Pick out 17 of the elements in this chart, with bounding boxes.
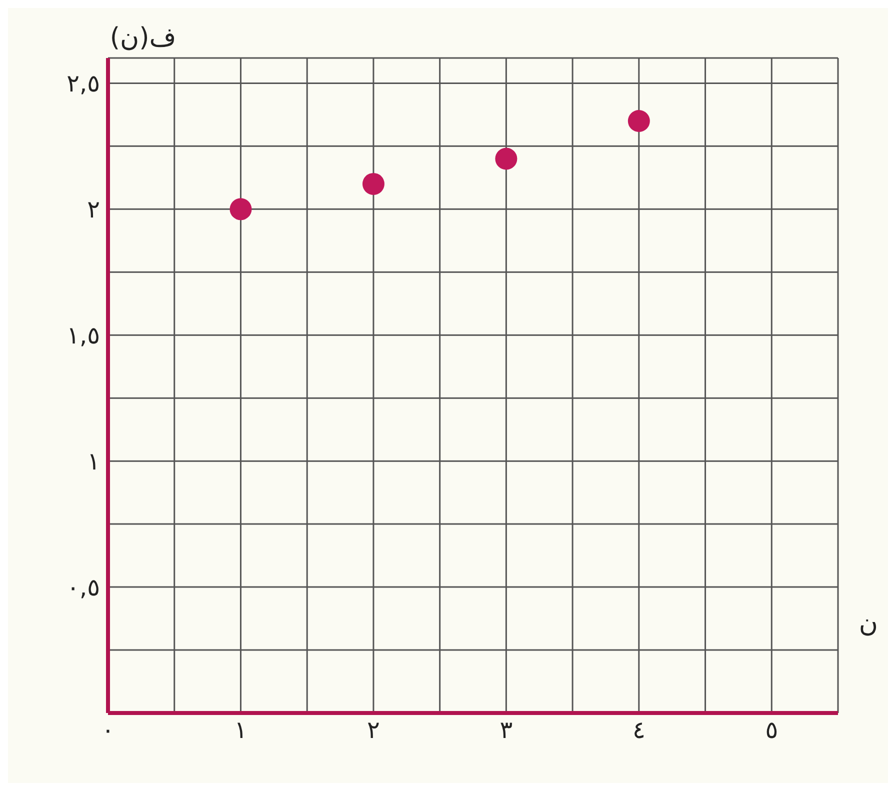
x-tick-label: ١	[234, 716, 248, 744]
x-tick-label: ٠	[102, 716, 114, 744]
point	[628, 110, 650, 132]
point	[495, 148, 518, 170]
y-tick-label: ٠,٥	[66, 574, 100, 602]
x-tick-label: ٢	[367, 716, 380, 744]
y-tick-label: ١,٥	[66, 322, 100, 350]
y-axis-title: ف(ن)	[110, 23, 176, 53]
point	[230, 198, 252, 220]
x-axis-title: ن	[858, 608, 878, 638]
y-tick-label: ١	[87, 448, 100, 476]
y-tick-label: ٢	[87, 196, 100, 224]
point	[362, 172, 384, 195]
y-tick-label: ٢,٥	[66, 70, 100, 98]
x-tick-label: ٥	[765, 716, 778, 744]
x-tick-label: ٤	[632, 716, 646, 744]
x-tick-label: ٣	[500, 716, 513, 744]
